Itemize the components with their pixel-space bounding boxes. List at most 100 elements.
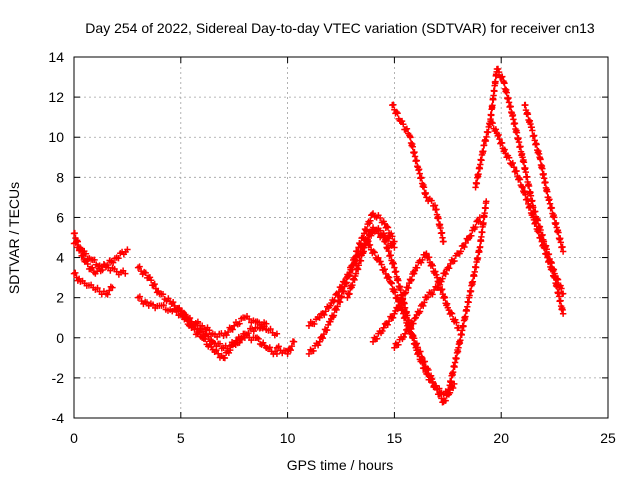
data-point (388, 280, 395, 287)
data-point (376, 214, 384, 222)
data-point (513, 167, 520, 175)
data-point (423, 250, 430, 257)
data-point (496, 135, 503, 143)
x-tick-label: 5 (177, 430, 185, 446)
data-point (405, 327, 412, 334)
data-point (357, 257, 365, 264)
data-point (488, 111, 495, 119)
data-point (559, 290, 567, 297)
data-point (224, 328, 232, 336)
data-point (337, 284, 345, 291)
data-point (533, 141, 540, 148)
series-sat-k (365, 241, 458, 406)
data-point (548, 259, 555, 267)
data-point (256, 325, 264, 332)
data-point (109, 259, 117, 266)
data-point (367, 232, 375, 239)
data-point (484, 129, 492, 136)
data-point (529, 127, 536, 134)
data-point (489, 119, 496, 127)
data-point (413, 340, 421, 347)
data-point (424, 293, 432, 301)
data-point (194, 318, 202, 325)
data-point (539, 165, 546, 172)
y-tick-label: 6 (56, 209, 64, 225)
data-point (393, 108, 400, 116)
data-point (427, 372, 435, 379)
data-point (381, 265, 388, 273)
data-point (507, 103, 514, 110)
data-point (544, 188, 551, 195)
data-point (402, 126, 409, 133)
data-point (498, 74, 505, 81)
data-point (334, 292, 341, 299)
x-tick-label: 25 (600, 430, 616, 446)
series-sat-e (134, 293, 281, 341)
data-point (305, 322, 313, 329)
data-point (407, 134, 414, 141)
data-point (316, 338, 323, 345)
data-point (150, 281, 157, 289)
y-tick-label: 10 (48, 129, 64, 145)
data-point (429, 378, 437, 386)
data-point (461, 243, 468, 251)
data-point (435, 215, 442, 222)
data-point (231, 322, 238, 329)
data-point (409, 143, 416, 150)
data-point (401, 330, 409, 337)
data-point (263, 320, 270, 327)
data-point (106, 287, 113, 294)
data-point (393, 295, 400, 302)
data-point (420, 184, 428, 191)
data-point (146, 274, 154, 281)
data-point (367, 217, 374, 225)
data-point (441, 294, 449, 301)
data-point (379, 327, 386, 335)
data-point (226, 346, 234, 354)
data-point (401, 290, 409, 297)
data-point (319, 334, 327, 342)
data-point (479, 229, 486, 236)
data-point (378, 261, 385, 268)
data-point (441, 269, 448, 277)
data-point (448, 310, 456, 317)
data-point (428, 197, 435, 204)
data-point (527, 192, 535, 199)
data-point (558, 285, 565, 292)
data-point (71, 229, 78, 237)
data-point (345, 272, 352, 280)
data-point (182, 314, 189, 321)
data-point (159, 291, 167, 298)
data-point (472, 223, 479, 231)
data-point (498, 139, 506, 147)
data-point (72, 269, 79, 277)
data-point (187, 320, 194, 328)
data-point (411, 315, 418, 322)
data-point (314, 341, 322, 349)
data-point (206, 327, 213, 334)
data-point (333, 306, 340, 314)
data-point (232, 341, 239, 348)
data-point (440, 238, 447, 245)
data-point (400, 310, 407, 317)
data-point (290, 338, 298, 345)
data-point (534, 217, 542, 224)
data-point (346, 271, 353, 279)
data-point (109, 284, 116, 291)
data-point (442, 397, 449, 404)
data-point (316, 314, 323, 321)
data-point (349, 281, 356, 289)
series-sat-b (70, 239, 129, 278)
data-point (311, 320, 318, 328)
data-point (472, 264, 480, 271)
data-point (284, 350, 291, 358)
data-point (511, 120, 519, 127)
data-point (419, 256, 426, 264)
data-point (476, 243, 484, 251)
data-point (510, 164, 518, 171)
data-point (457, 337, 464, 344)
data-point (122, 270, 129, 277)
data-point (439, 275, 446, 282)
data-point (195, 329, 203, 336)
data-point (84, 260, 91, 268)
